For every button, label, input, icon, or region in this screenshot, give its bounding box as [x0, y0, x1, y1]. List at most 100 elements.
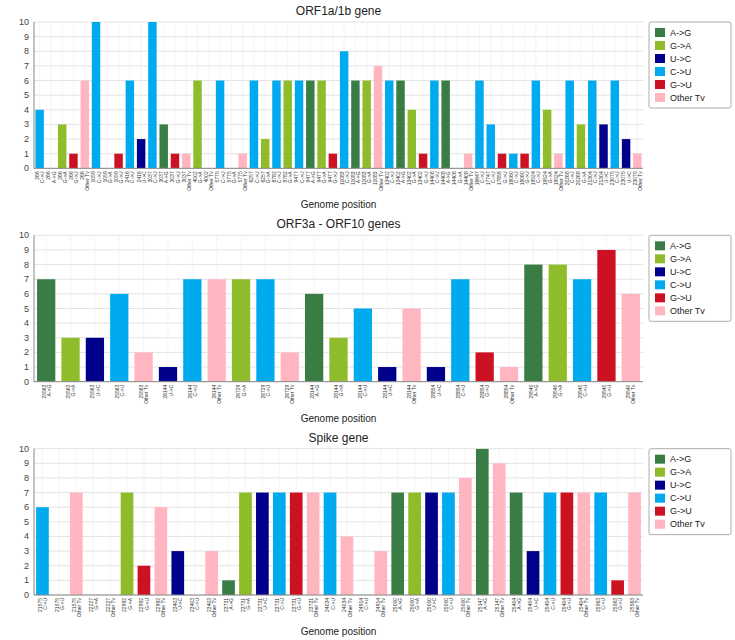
x-tick-label: 21304U->C [598, 171, 609, 185]
x-tick-label-line: G->A [414, 597, 420, 609]
bar [442, 493, 455, 595]
legend-label: C->U [670, 280, 691, 290]
y-tick-label: 10 [19, 444, 29, 454]
x-tick-label: 28144Other Tv [406, 384, 417, 404]
x-tick-label: 29540C->U [577, 384, 588, 398]
x-tick-label: 14408A->G [440, 171, 451, 185]
legend-swatch [655, 41, 665, 50]
y-tick-label: 7 [24, 488, 29, 498]
y-tick-label: 8 [24, 260, 29, 270]
x-tick-label-line: Other Tv [216, 384, 222, 404]
grid-line [34, 95, 643, 96]
x-tick-label: 14408Other Tv [463, 171, 474, 191]
grid-line [107, 22, 108, 168]
x-tick-label: 5775G->A [226, 171, 237, 183]
bar [391, 493, 404, 595]
legend-box [649, 235, 731, 321]
y-tick-label: 4 [24, 318, 29, 328]
bar [340, 51, 348, 168]
legend-label: U->C [670, 54, 692, 64]
y-tick-label: 8 [24, 46, 29, 56]
bar [256, 279, 274, 381]
grid-line [174, 22, 175, 168]
y-tick-label: 1 [24, 149, 29, 159]
grid-line [208, 22, 209, 168]
bar [408, 110, 416, 169]
grid-line [387, 235, 388, 381]
x-tick-label-line: Other Tv [289, 384, 295, 404]
bar [61, 338, 79, 382]
bar [476, 352, 494, 381]
x-tick-label: 6257G->A [260, 171, 271, 183]
x-tick-label: 3037Other Tv [181, 171, 192, 191]
x-tick-label: 21575Other Tv [71, 598, 82, 618]
bar [611, 81, 619, 169]
x-tick-label: 4002Other Tv [203, 171, 214, 191]
x-tick-label: 26729G->A [235, 384, 246, 399]
y-tick-label: 3 [24, 546, 29, 556]
bar [594, 493, 607, 595]
legend-label: A->G [670, 28, 691, 38]
x-tick-label: 4002G->A [192, 171, 203, 183]
x-tick-label-line: G->A [93, 597, 99, 609]
grid-line [59, 449, 60, 595]
bar [110, 294, 128, 382]
bar [543, 110, 551, 169]
x-tick-label-line: U->C [533, 598, 539, 610]
x-tick-label: 3037G->U [169, 171, 180, 183]
grid [34, 449, 643, 595]
bar [374, 66, 382, 168]
bar [305, 294, 323, 382]
y-tick-label: 10 [19, 230, 29, 240]
bar [565, 81, 573, 169]
y-tick-label: 7 [24, 61, 29, 71]
y-tick-label: 6 [24, 76, 29, 86]
chart-canvas: ORF1a/1b gene012345678910266C->U266A->G2… [0, 0, 735, 640]
x-tick-label: 11083G->A [361, 171, 372, 185]
bar [138, 566, 151, 595]
bar [493, 463, 506, 595]
page: {"chart_data": [ {"type": "bar", "title"… [0, 0, 735, 640]
x-tick-label: 24914Other Tv [375, 598, 386, 618]
x-tick-label: 20268C->U [564, 171, 575, 185]
x-tick-label: 23731Other Tv [308, 598, 319, 618]
x-tick-label: 29540A->G [528, 384, 539, 398]
legend-label: G->U [670, 506, 692, 516]
legend-label: A->G [670, 454, 691, 464]
x-tick-label-line: C->U [192, 384, 198, 396]
bar [633, 154, 641, 169]
x-tick-label: 14408G->A [451, 171, 462, 186]
x-tick-label: 23731G->U [291, 598, 302, 612]
chart-title: Spike gene [308, 431, 368, 445]
y-tick-label: 3 [24, 333, 29, 343]
x-tick-label: 17747C->U [485, 171, 496, 185]
legend-swatch [655, 494, 665, 503]
x-tick-label-line: Other Tv [211, 598, 217, 618]
x-tick-label: 22992Other Tv [155, 598, 166, 618]
x-tick-label: 23731G->A [240, 597, 251, 612]
bar [577, 493, 590, 595]
x-tick-label-line: C->U [550, 598, 556, 610]
x-tick-label: 25000Other Tv [460, 598, 471, 618]
bar [476, 449, 489, 595]
bar [317, 81, 325, 169]
grid-line [617, 449, 618, 595]
x-tick-label-line: G->U [144, 598, 150, 610]
x-tick-label-line: C->U [362, 384, 368, 396]
x-tick-label: 25563A->G [41, 384, 52, 398]
x-tick-label: 9477C->U [293, 171, 304, 183]
x-tick-label: 20268G->A [575, 171, 586, 186]
y-tick-label: 9 [24, 458, 29, 468]
x-tick-label: 25404U->C [527, 598, 538, 612]
bar [35, 110, 43, 169]
legend-swatch [655, 80, 665, 89]
x-tick-label: 3037A->G [158, 171, 169, 183]
x-tick-label-line: C->U [42, 598, 48, 610]
x-tick-label-line: U->C [95, 384, 101, 396]
x-tick-label: 3037C->U [147, 171, 158, 183]
x-tick-label-line: G->A [127, 597, 133, 609]
bar [402, 309, 420, 382]
x-tick-label-line: Other Tv [499, 598, 505, 618]
x-tick-label-line: Other Tv [634, 598, 640, 618]
x-tick-label: 18060G->U [519, 171, 530, 185]
